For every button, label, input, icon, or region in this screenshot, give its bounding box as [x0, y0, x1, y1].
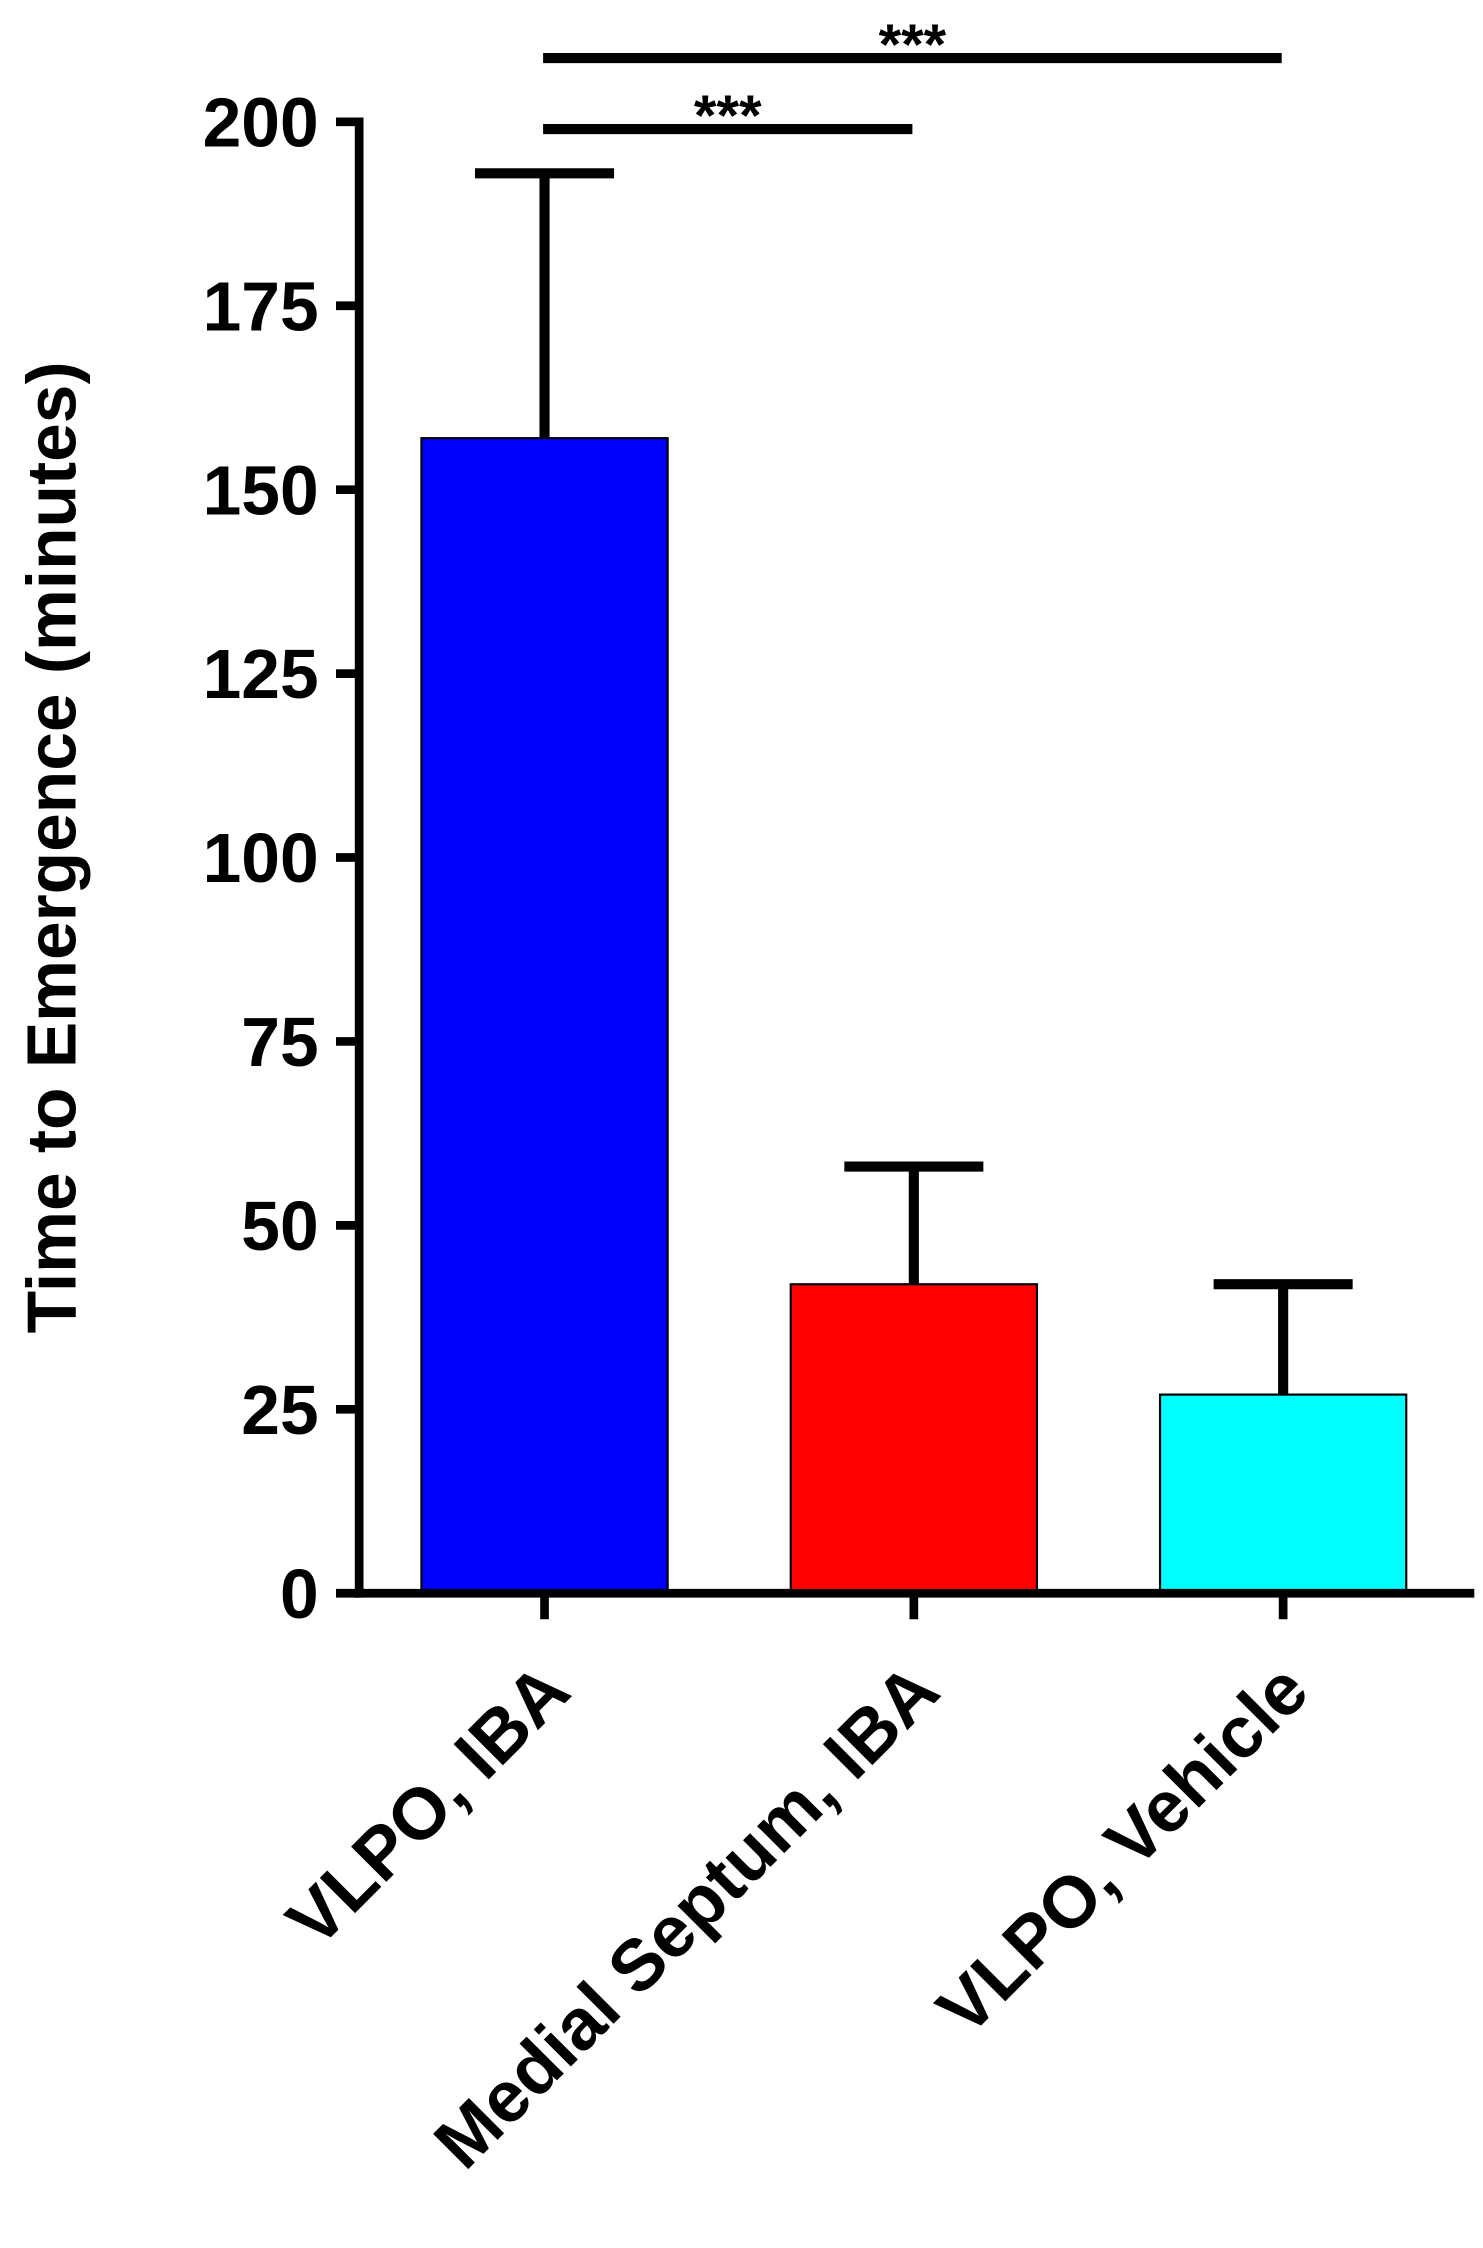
y-tick-label: 50 [241, 1187, 318, 1265]
y-tick-label: 0 [280, 1555, 319, 1633]
x-tick-label: VLPO, IBA [272, 1649, 585, 1962]
y-axis-label: Time to Emergence (minutes) [12, 361, 90, 1333]
bar [1158, 1393, 1408, 1595]
y-tick-label: 200 [203, 83, 319, 161]
bar [789, 1283, 1039, 1595]
y-tick-label: 75 [241, 1003, 318, 1081]
bar [420, 437, 669, 1595]
y-tick-label: 25 [241, 1371, 318, 1449]
y-tick-label: 100 [203, 819, 319, 897]
y-tick-label: 150 [203, 451, 319, 529]
y-tick-label: 175 [203, 267, 319, 345]
y-tick-label: 125 [203, 635, 319, 713]
x-tick-label: VLPO, Vehicle [922, 1649, 1324, 2051]
significance-label: *** [879, 13, 947, 77]
significance-label: *** [694, 84, 762, 148]
